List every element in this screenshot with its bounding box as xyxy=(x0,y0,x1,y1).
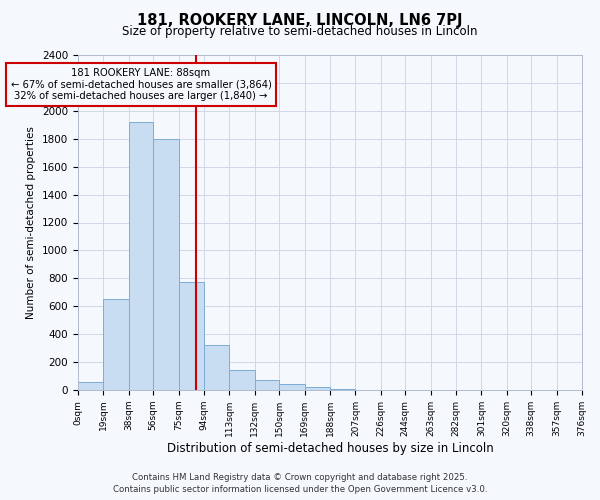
Text: 181, ROOKERY LANE, LINCOLN, LN6 7PJ: 181, ROOKERY LANE, LINCOLN, LN6 7PJ xyxy=(137,12,463,28)
Bar xyxy=(129,122,153,390)
Text: 181 ROOKERY LANE: 88sqm
← 67% of semi-detached houses are smaller (3,864)
32% of: 181 ROOKERY LANE: 88sqm ← 67% of semi-de… xyxy=(11,68,271,101)
Bar xyxy=(305,387,330,390)
Bar xyxy=(153,138,179,390)
X-axis label: Distribution of semi-detached houses by size in Lincoln: Distribution of semi-detached houses by … xyxy=(167,442,493,454)
Y-axis label: Number of semi-detached properties: Number of semi-detached properties xyxy=(26,126,37,319)
Bar xyxy=(279,384,305,390)
Bar xyxy=(255,380,279,390)
Bar xyxy=(229,370,255,390)
Bar xyxy=(103,300,129,390)
Text: Size of property relative to semi-detached houses in Lincoln: Size of property relative to semi-detach… xyxy=(122,25,478,38)
Text: Contains HM Land Registry data © Crown copyright and database right 2025.
Contai: Contains HM Land Registry data © Crown c… xyxy=(113,472,487,494)
Bar xyxy=(204,346,229,390)
Bar xyxy=(78,382,103,390)
Bar xyxy=(179,282,204,390)
